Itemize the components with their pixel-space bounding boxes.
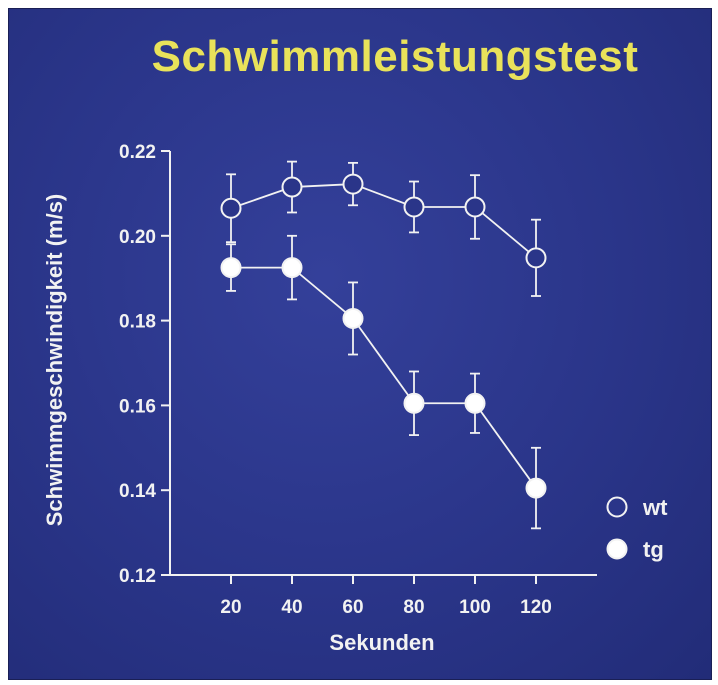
y-tick-label: 0.12 [119, 566, 156, 587]
x-tick-label: 80 [403, 597, 424, 618]
data-point-tg [464, 392, 486, 414]
data-point-tg [342, 307, 364, 329]
data-point-wt [220, 197, 242, 219]
x-tick-label: 40 [281, 597, 302, 618]
legend-marker-tg [606, 538, 628, 560]
series-line-wt [230, 183, 537, 259]
y-tick-label: 0.22 [119, 142, 156, 163]
legend-marker-wt [606, 496, 628, 518]
data-point-wt [525, 247, 547, 269]
y-axis-title: Schwimmgeschwindigkeit (m/s) [42, 194, 67, 527]
data-point-tg [403, 392, 425, 414]
data-point-wt [342, 173, 364, 195]
data-point-wt [403, 196, 425, 218]
x-tick-label: 60 [342, 597, 363, 618]
y-tick-label: 0.18 [119, 312, 156, 333]
data-point-wt [281, 176, 303, 198]
data-point-tg [220, 257, 242, 279]
data-point-wt [464, 196, 486, 218]
chart-title: Schwimmleistungstest [151, 32, 639, 81]
chart-frame [8, 8, 712, 680]
series-tg [220, 234, 547, 530]
series-wt [220, 160, 547, 297]
axes: 0.12 0.14 0.16 0.18 0.20 0.22 20 40 60 80 100 120 [119, 142, 597, 618]
x-tick-label: 100 [459, 597, 491, 618]
x-tick-label: 120 [520, 597, 552, 618]
series-layer [220, 160, 547, 530]
x-axis-title: Sekunden [329, 630, 434, 655]
y-tick-label: 0.16 [119, 396, 156, 417]
legend-label-wt: wt [642, 495, 668, 520]
series-line-tg [231, 266, 537, 489]
legend: wt tg [606, 495, 668, 562]
y-tick-label: 0.14 [119, 481, 156, 502]
data-point-tg [281, 257, 303, 279]
x-tick-label: 20 [220, 597, 241, 618]
y-tick-label: 0.20 [119, 227, 156, 248]
legend-label-tg: tg [643, 537, 664, 562]
data-point-tg [525, 477, 547, 499]
